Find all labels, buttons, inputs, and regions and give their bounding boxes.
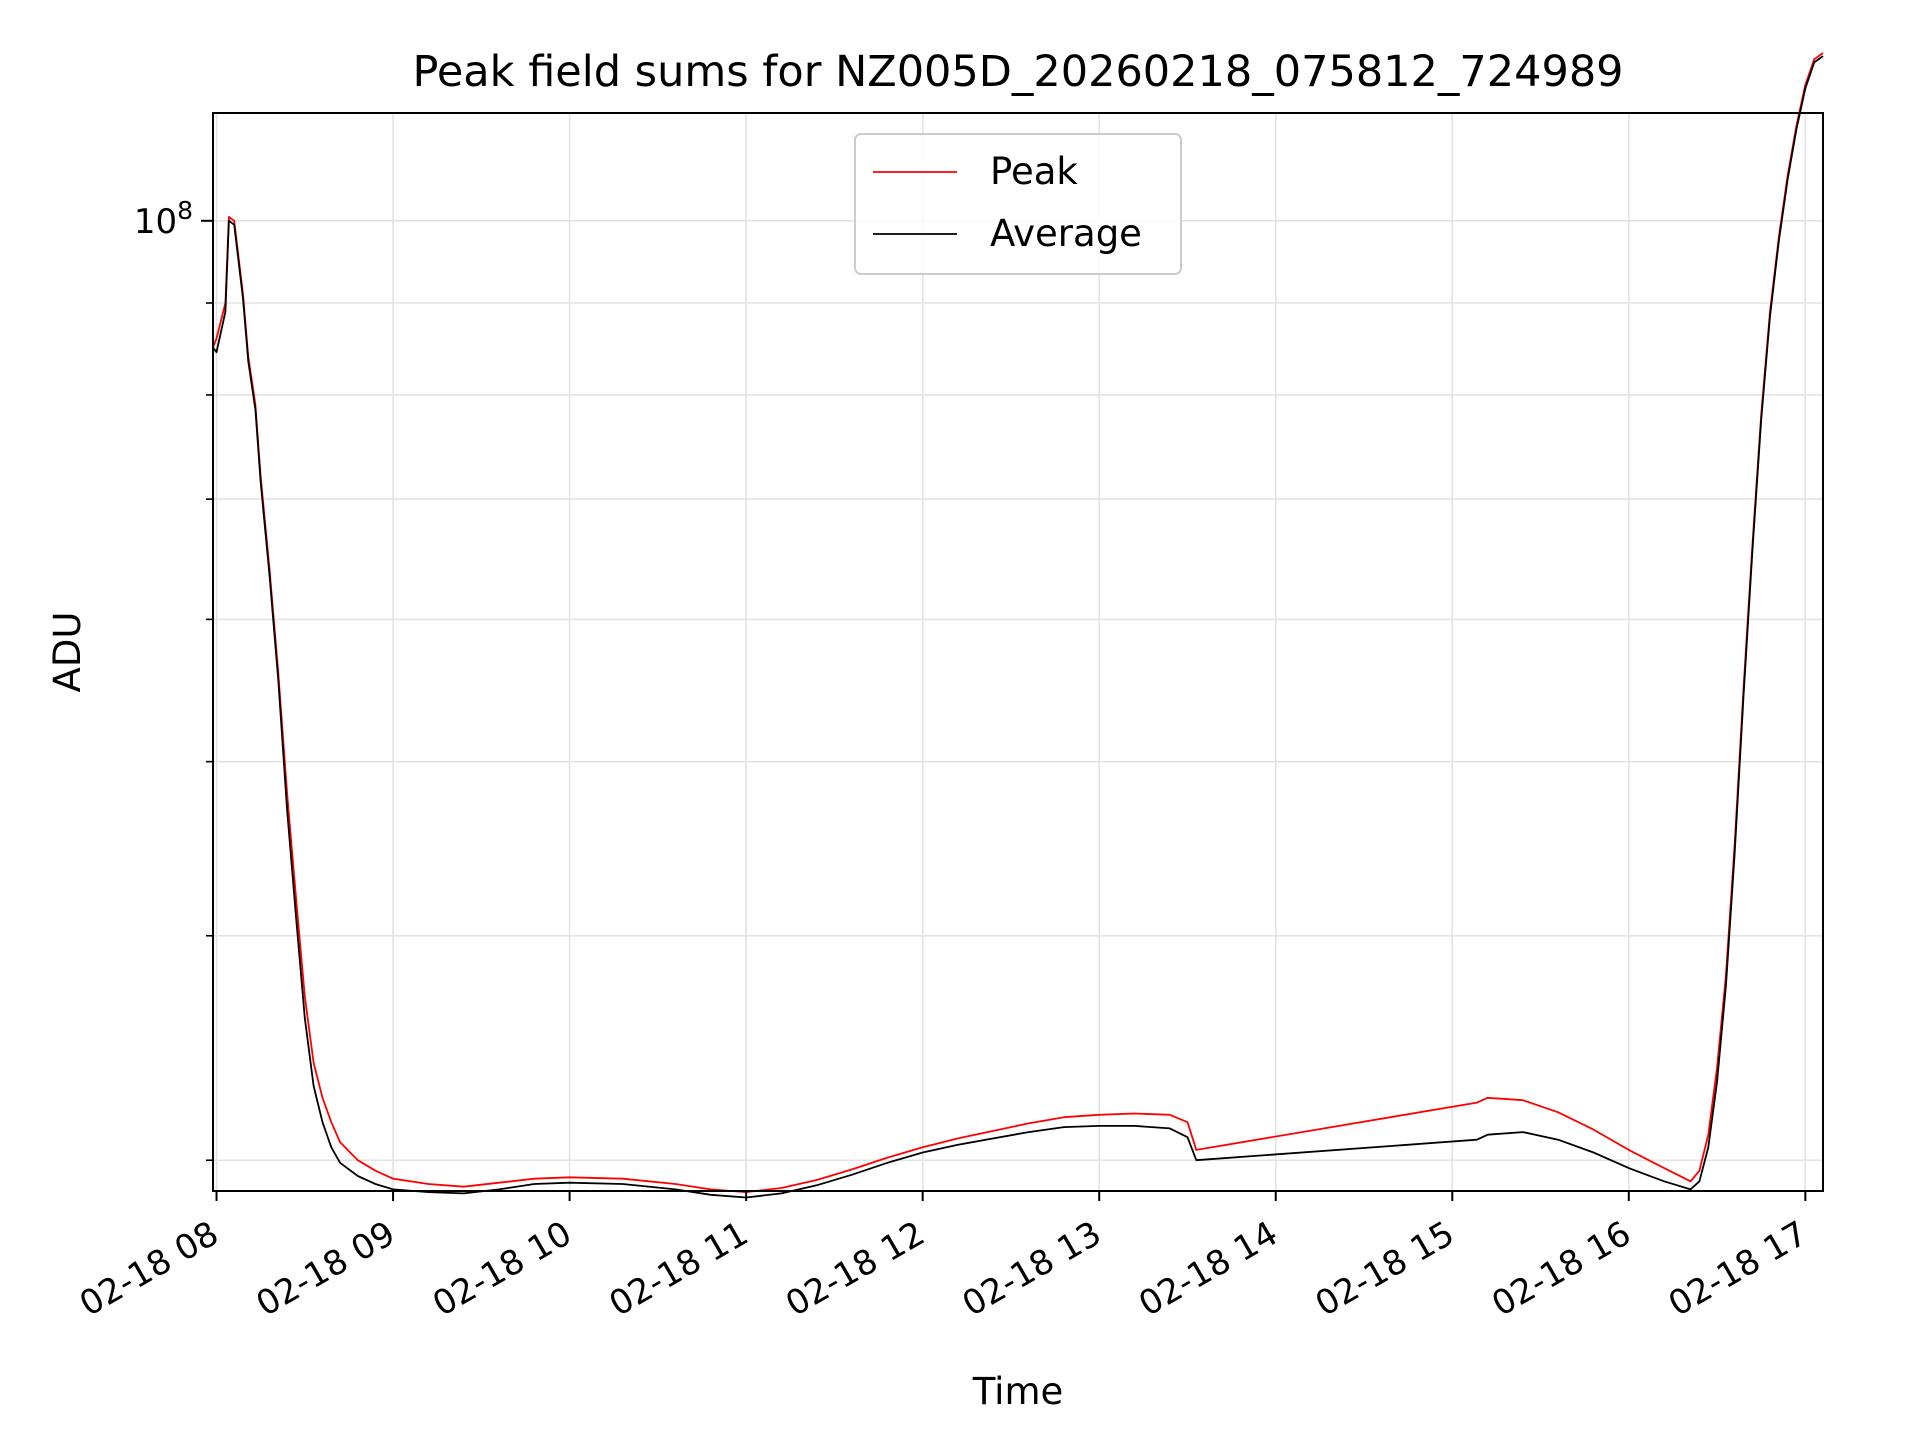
chart-title: Peak field sums for NZ005D_20260218_0758… [412,47,1623,97]
x-axis-label: Time [972,1370,1064,1413]
y-axis-label: ADU [46,612,89,693]
y-tick-exponent: 8 [177,196,193,225]
legend-box [854,133,1182,275]
legend: Peak Average [854,133,1182,275]
y-tick-label: 108 [134,196,193,242]
series-line-average [212,55,1824,1199]
plot-frame [212,112,1824,1192]
series-layer [212,52,1824,1199]
legend-label-peak: Peak [990,150,1078,193]
y-tick-base: 10 [134,202,177,242]
legend-label-average: Average [990,212,1142,255]
